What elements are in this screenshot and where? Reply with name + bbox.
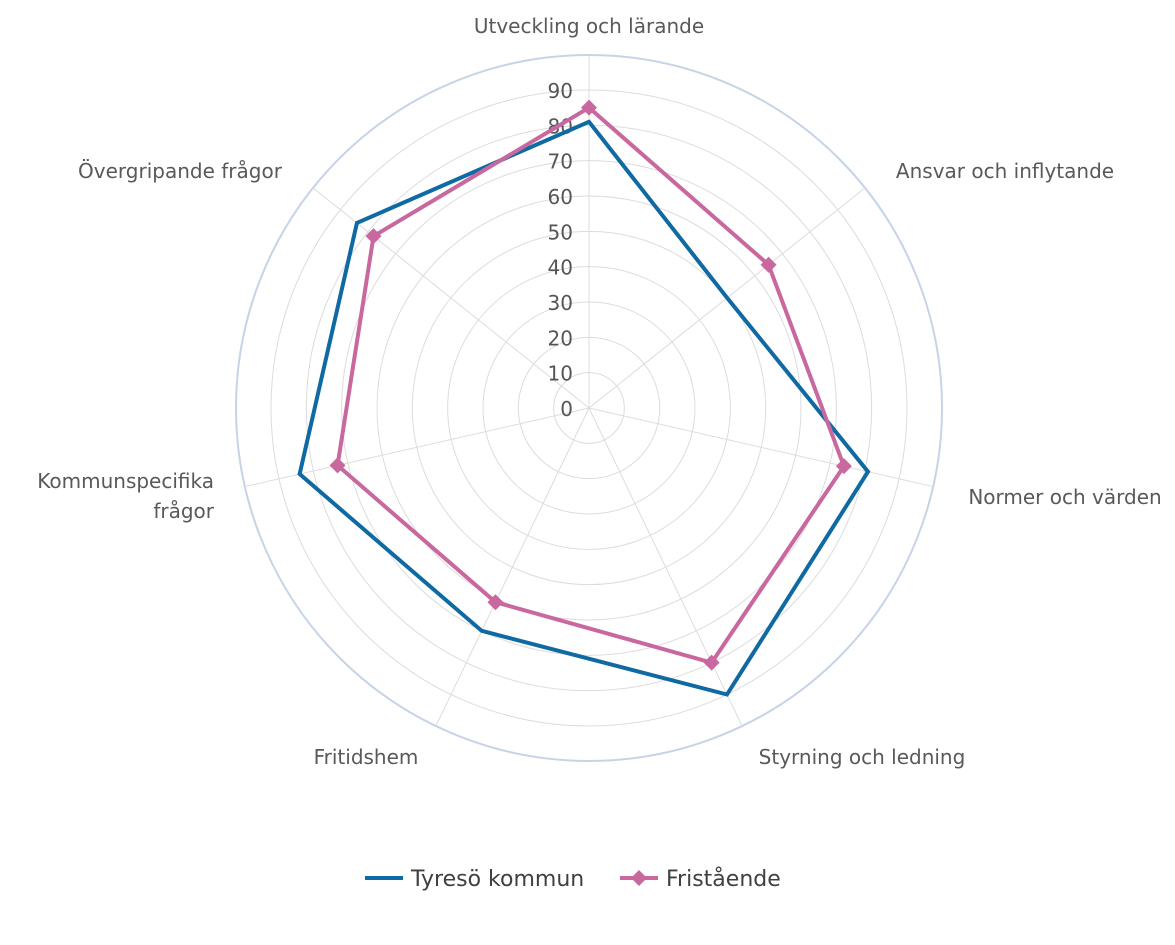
legend-item: Tyresö kommun — [365, 867, 584, 892]
radial-tick-label: 30 — [548, 291, 573, 315]
data-point-marker — [760, 256, 777, 273]
spoke-6 — [312, 187, 590, 409]
series-1 — [329, 99, 852, 671]
data-point-marker — [365, 228, 382, 245]
radial-tick-label: 10 — [548, 362, 573, 386]
category-label: Ansvar och inflytande — [896, 159, 1114, 183]
category-label: Utveckling och lärande — [474, 14, 704, 38]
radial-tick-label: 50 — [548, 220, 573, 244]
legend: Tyresö kommun Fristående — [365, 866, 781, 892]
data-point-marker — [703, 654, 720, 671]
spoke-3 — [588, 407, 743, 727]
series-0 — [297, 119, 871, 697]
data-point-marker — [487, 594, 504, 611]
series-lines — [297, 99, 871, 697]
category-label: Normer och värden — [968, 485, 1161, 509]
category-label: Fritidshem — [314, 745, 419, 769]
radial-tick-label: 60 — [548, 185, 573, 209]
category-label: Styrning och ledning — [759, 745, 966, 769]
spoke-5 — [244, 407, 590, 488]
data-point-marker — [581, 99, 597, 116]
radial-tick-label: 70 — [548, 150, 573, 174]
legend-label: Fristående — [666, 866, 781, 892]
radial-tick-label: 90 — [548, 79, 573, 103]
category-label: Kommunspecifika frågor — [37, 469, 214, 523]
spoke-4 — [435, 407, 590, 727]
radial-tick-label: 40 — [548, 256, 573, 280]
grid — [235, 54, 943, 762]
category-labels: Utveckling och lärande Ansvar och inflyta… — [37, 14, 1161, 769]
legend-item: Fristående — [620, 866, 781, 892]
series-line — [297, 119, 871, 697]
legend-marker — [631, 870, 647, 886]
radial-tick-label: 20 — [548, 326, 573, 350]
spoke-2 — [588, 407, 934, 488]
data-point-marker — [329, 457, 346, 474]
series-line — [335, 105, 847, 665]
category-label: Övergripande frågor — [78, 159, 283, 183]
radial-tick-label: 0 — [560, 397, 573, 421]
legend-label: Tyresö kommun — [410, 867, 584, 892]
data-point-marker — [835, 458, 852, 475]
